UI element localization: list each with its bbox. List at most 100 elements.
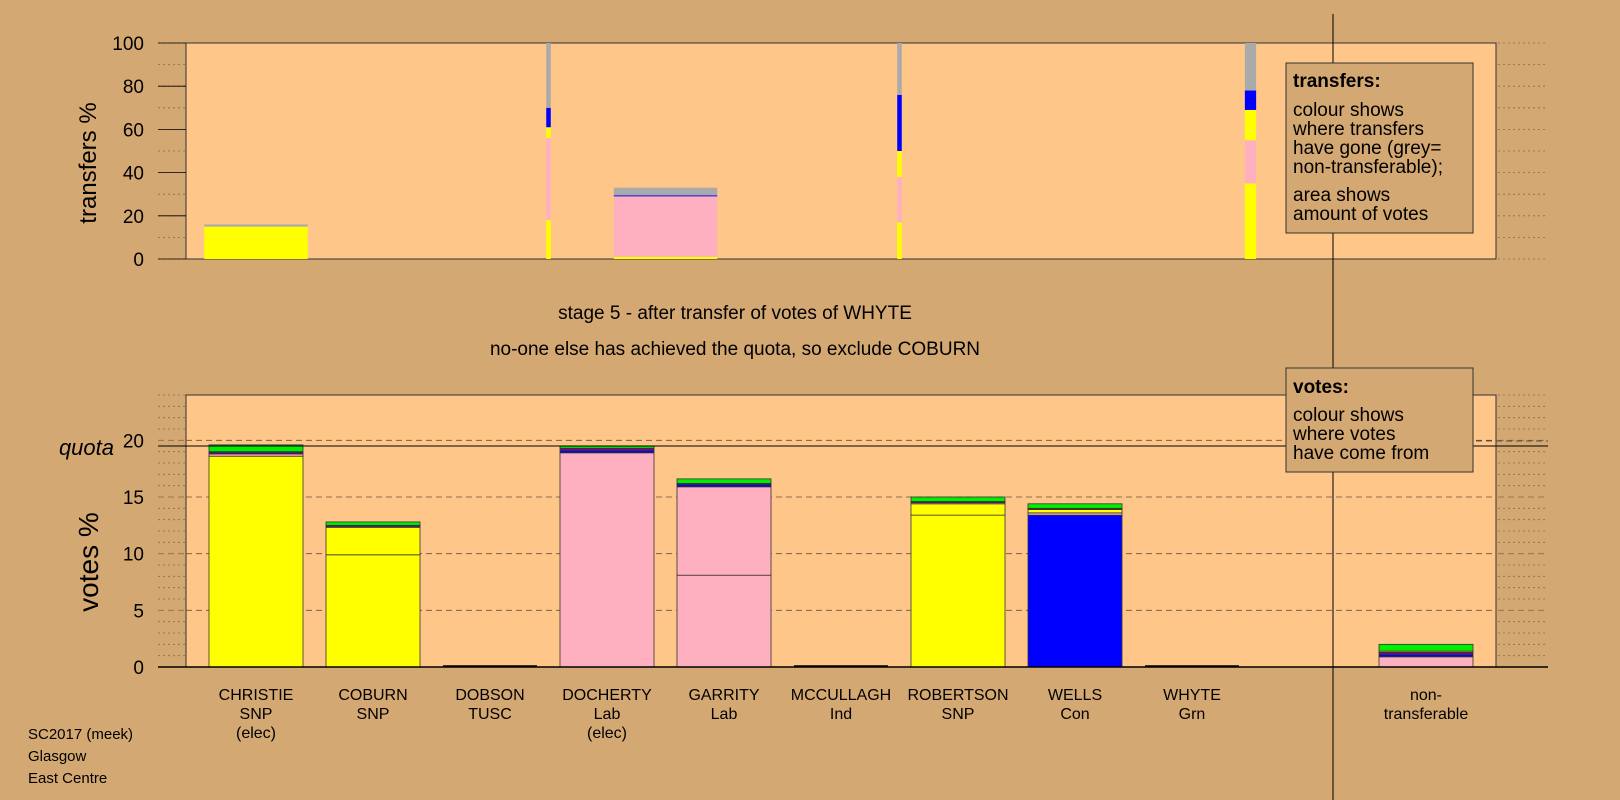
vote-segment (676, 478, 772, 484)
category-label: transferable (1384, 706, 1469, 723)
transfer-segment (204, 226, 308, 238)
transfers-legend-line: where transfers (1292, 119, 1424, 140)
transfer-segment (1244, 183, 1257, 259)
transfers-legend-line: non-transferable); (1293, 157, 1443, 178)
transfer-segment (897, 151, 902, 177)
category-label: MCCULLAGH (791, 687, 891, 704)
quota-label: quota (59, 435, 114, 460)
transfers-legend-line: colour shows (1293, 100, 1404, 121)
transfer-segment (1244, 109, 1257, 141)
transfers-legend-line: area shows (1293, 185, 1390, 206)
transfers-legend: transfers: colour shows where transfers … (1285, 62, 1474, 234)
category-label: (elec) (587, 725, 627, 742)
category-label: COBURN (338, 687, 407, 704)
transfers-gridlines-front (158, 42, 186, 260)
transfers-tick-label: 0 (133, 250, 144, 271)
vote-segment (208, 444, 304, 453)
category-label: WHYTE (1163, 687, 1221, 704)
category-label: SNP (357, 706, 390, 723)
transfer-segment (546, 43, 551, 108)
transfers-y-axis-label: transfers % (75, 102, 102, 223)
category-label: Lab (594, 706, 621, 723)
transfer-segment (613, 256, 718, 259)
transfer-segment (897, 176, 902, 223)
votes-tick-label: 15 (123, 488, 144, 509)
category-label: CHRISTIE (219, 687, 294, 704)
votes-bars (208, 444, 1474, 668)
transfers-legend-line: have gone (grey= (1293, 138, 1441, 159)
votes-legend: votes: colour shows where votes have com… (1285, 367, 1474, 473)
footer-ward: East Centre (28, 770, 107, 787)
vote-segment (1027, 509, 1123, 514)
category-label: Con (1060, 706, 1089, 723)
vote-segment (910, 496, 1006, 502)
votes-legend-line: where votes (1292, 424, 1395, 445)
vote-segment (208, 455, 304, 668)
stage-caption: stage 5 - after transfer of votes of WHY… (558, 303, 912, 324)
footer-council: Glasgow (28, 748, 87, 765)
transfers-legend-box (1285, 62, 1474, 234)
category-label: SNP (240, 706, 273, 723)
category-label: Lab (711, 706, 738, 723)
vote-segment (325, 527, 421, 556)
votes-tick-label: 5 (133, 601, 144, 622)
transfer-segment (897, 222, 902, 259)
category-label: SNP (942, 706, 975, 723)
vote-segment (910, 503, 1006, 516)
category-label: non- (1410, 687, 1442, 704)
category-label: TUSC (468, 706, 512, 723)
transfer-segment (546, 107, 551, 128)
footer-source: SC2017 (meek) (28, 726, 133, 743)
transfer-segment (1244, 140, 1257, 184)
transfers-plot-area (185, 42, 1497, 260)
category-label: ROBERTSON (907, 687, 1008, 704)
vote-segment (676, 486, 772, 576)
vote-segment (676, 574, 772, 668)
category-label: Ind (830, 706, 852, 723)
votes-y-axis-label: votes % (73, 512, 104, 612)
transfer-segment (613, 195, 718, 197)
transfers-tick-label: 100 (112, 34, 144, 55)
transfers-legend-title: transfers: (1293, 71, 1381, 92)
transfer-segment (897, 43, 902, 95)
votes-legend-box (1285, 367, 1474, 473)
vote-segment (1378, 656, 1474, 668)
vote-segment (1027, 503, 1123, 509)
transfers-tick-label: 20 (123, 207, 144, 228)
vote-segment (1378, 643, 1474, 652)
vote-segment (559, 452, 655, 668)
vote-segment (1027, 514, 1123, 668)
category-label: DOCHERTY (562, 687, 652, 704)
votes-y-ticks: 0 5 10 15 20 (123, 431, 144, 679)
transfer-segment (613, 196, 718, 257)
transfer-segment (204, 237, 308, 259)
transfer-segment (204, 224, 308, 227)
votes-legend-title: votes: (1293, 377, 1349, 398)
votes-tick-label: 10 (123, 545, 144, 566)
votes-legend-line: colour shows (1293, 405, 1404, 426)
votes-category-labels: CHRISTIE SNP (elec) COBURN SNP DOBSON TUSC DOCH… (219, 687, 1469, 742)
transfers-tick-label: 40 (123, 164, 144, 185)
category-label: WELLS (1048, 687, 1102, 704)
vote-segment (325, 554, 421, 668)
transfers-tick-label: 60 (123, 120, 144, 141)
transfers-tick-label: 80 (123, 77, 144, 98)
transfers-legend-line: amount of votes (1293, 204, 1428, 225)
transfer-segment (613, 187, 718, 196)
category-label: (elec) (236, 725, 276, 742)
transfer-segment (1244, 90, 1257, 110)
transfer-segment (1244, 43, 1257, 91)
transfer-segment (546, 220, 551, 259)
votes-tick-label: 20 (123, 431, 144, 452)
category-label: DOBSON (455, 687, 524, 704)
category-label: GARRITY (688, 687, 759, 704)
action-caption: no-one else has achieved the quota, so e… (490, 339, 980, 360)
transfers-bars (204, 43, 1257, 259)
transfer-segment (897, 94, 902, 151)
transfer-segment (546, 138, 551, 221)
transfer-segment (546, 127, 551, 139)
votes-legend-line: have come from (1293, 443, 1429, 464)
votes-tick-label: 0 (133, 658, 144, 679)
vote-segment (910, 514, 1006, 668)
